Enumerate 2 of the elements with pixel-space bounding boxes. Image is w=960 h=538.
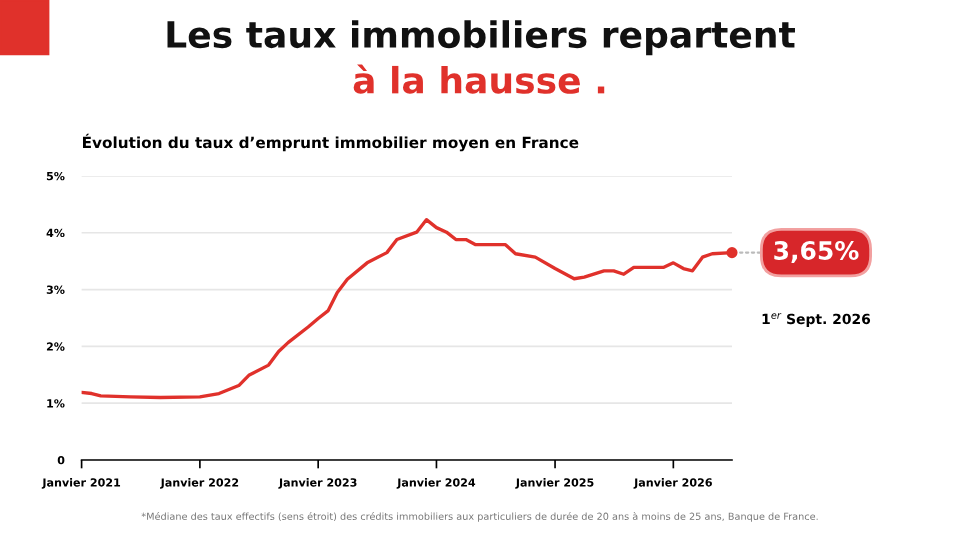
- chart-title: Les taux immobiliers repartent à la hausse .: [167, 20, 795, 94]
- annotation: 3,65%: [774, 240, 859, 264]
